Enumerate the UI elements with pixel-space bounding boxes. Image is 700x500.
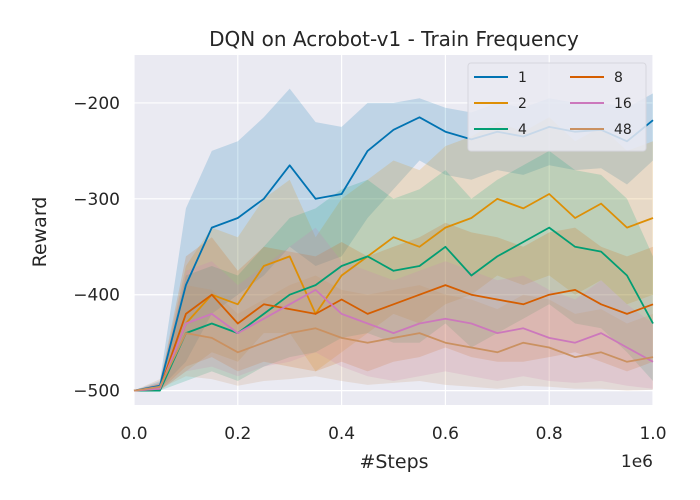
band-series-2 <box>134 117 653 391</box>
band-series-16 <box>134 227 653 391</box>
x-offset-label: 1e6 <box>621 452 653 472</box>
y-tick-label: −200 <box>73 94 120 114</box>
x-tick-label: 0.6 <box>432 424 459 444</box>
x-tick-label: 1.0 <box>639 424 666 444</box>
x-tick-label: 0.2 <box>224 424 251 444</box>
legend-label-2: 2 <box>518 96 527 112</box>
y-tick-label: −300 <box>73 190 120 210</box>
chart-title: DQN on Acrobot-v1 - Train Frequency <box>209 27 579 51</box>
legend-label-1: 1 <box>518 70 527 86</box>
y-tick-label: −500 <box>73 382 120 402</box>
x-axis-label: #Steps <box>359 451 428 473</box>
line-series-48 <box>133 327 654 392</box>
y-tick-label: −400 <box>73 286 120 306</box>
x-tick-label: 0.0 <box>120 424 147 444</box>
line-series-4 <box>134 226 654 392</box>
legend-label-8: 8 <box>614 70 623 86</box>
band-series-1 <box>134 88 653 391</box>
legend-label-48: 48 <box>614 122 632 138</box>
band-series-8 <box>134 222 653 391</box>
y-axis-ticks: −500 −400 −300 −200 <box>73 94 120 402</box>
x-tick-label: 0.4 <box>328 424 355 444</box>
legend-label-16: 16 <box>614 96 632 112</box>
x-axis-ticks: 0.0 0.2 0.4 0.6 0.8 1.0 <box>120 424 666 444</box>
line-series-16 <box>133 288 654 392</box>
legend-label-4: 4 <box>518 122 527 138</box>
line-series-8 <box>133 284 654 392</box>
y-axis-label: Reward <box>29 197 51 268</box>
x-tick-label: 0.8 <box>536 424 563 444</box>
line-series-2 <box>133 193 654 392</box>
